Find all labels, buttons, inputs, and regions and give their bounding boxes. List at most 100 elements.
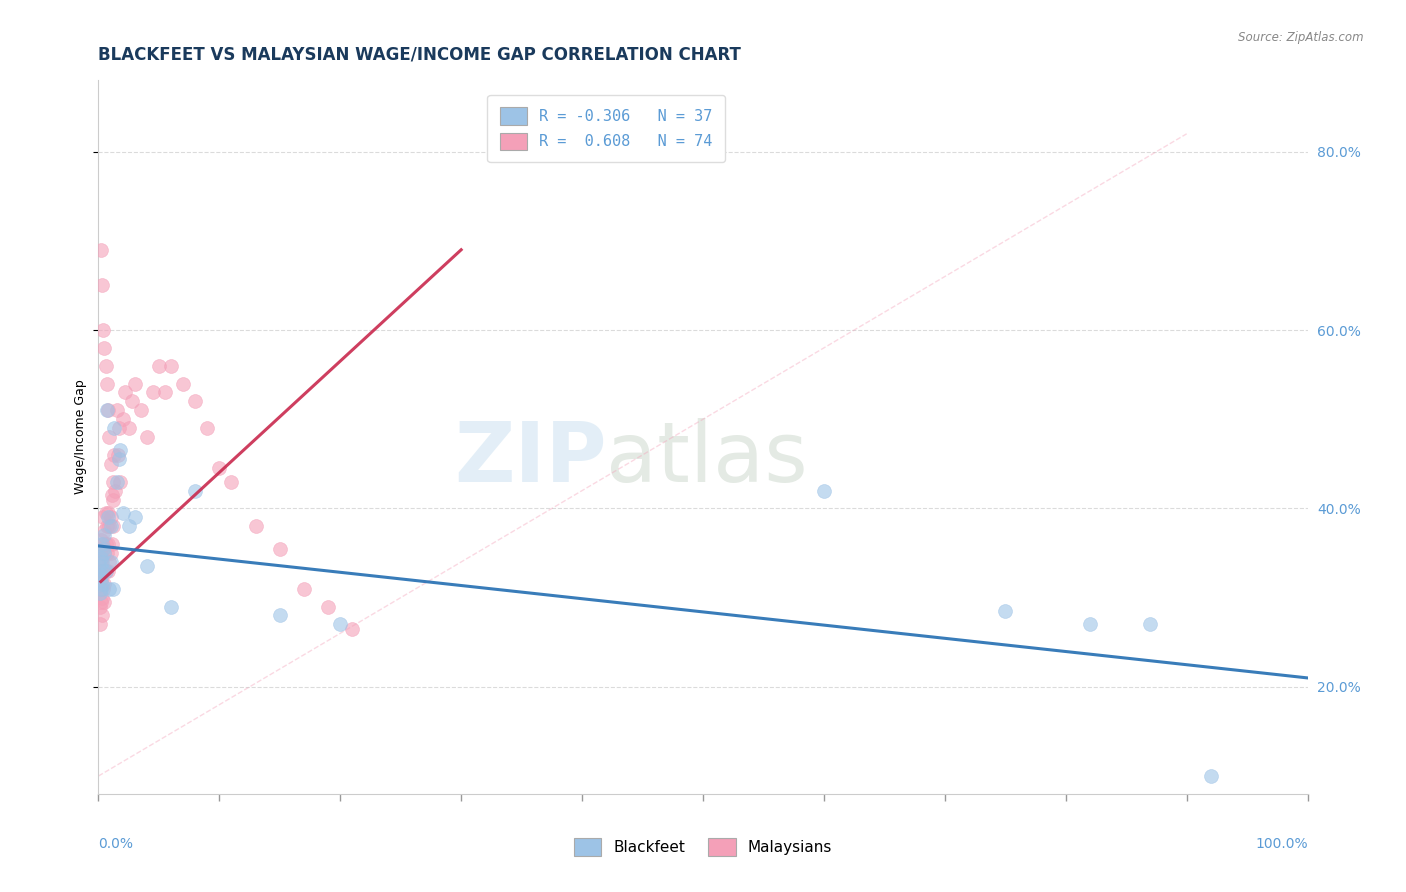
Point [89,617,111,632]
Point [184,483,207,498]
Point [91,591,114,605]
Point [105,403,128,417]
Point [93,341,115,355]
Point [97,510,120,524]
Point [103,421,125,435]
Point [111,412,134,426]
Point [148,359,170,373]
Point [172,376,194,391]
Point [89,559,111,574]
Point [93,546,115,560]
Point [994,604,1017,618]
Point [108,475,131,489]
Point [1078,617,1101,632]
Point [98,430,121,444]
Point [91,541,114,556]
Point [91,564,114,578]
Point [93,595,115,609]
Point [90,595,112,609]
Point [96,403,118,417]
Point [124,376,146,391]
Text: 100.0%: 100.0% [1256,837,1308,851]
Point [100,457,122,471]
Point [100,555,122,569]
Point [90,243,112,257]
Point [184,394,207,409]
Point [94,564,117,578]
Point [100,537,122,551]
Point [97,564,120,578]
Point [94,537,117,551]
Point [97,506,120,520]
Point [93,546,115,560]
Point [90,550,112,565]
Point [100,546,122,560]
Point [135,430,157,444]
Point [90,573,112,587]
Point [90,533,112,547]
Point [121,394,143,409]
Point [91,564,114,578]
Point [104,483,127,498]
Point [813,483,835,498]
Point [329,617,352,632]
Point [98,519,121,533]
Point [160,599,183,614]
Point [93,577,115,591]
Point [91,582,114,596]
Point [91,537,114,551]
Point [105,475,128,489]
Point [98,555,121,569]
Point [94,564,117,578]
Point [101,582,124,596]
Point [91,537,114,551]
Point [94,506,117,520]
Point [269,608,291,623]
Point [100,510,122,524]
Point [91,555,114,569]
Point [89,573,111,587]
Point [114,385,136,400]
Point [91,510,114,524]
Point [103,448,125,462]
Point [89,564,111,578]
Point [93,524,115,538]
Point [107,448,129,462]
Point [142,385,165,400]
Point [91,323,114,337]
Point [195,421,218,435]
Point [111,506,134,520]
Point [221,475,243,489]
Point [269,541,291,556]
Point [101,519,124,533]
Point [108,421,131,435]
Point [118,519,141,533]
Point [129,403,152,417]
Point [94,359,117,373]
Point [118,421,141,435]
Point [93,528,115,542]
Point [89,546,111,560]
Point [124,510,146,524]
Point [97,537,120,551]
Legend: R = -0.306   N = 37, R =  0.608   N = 74: R = -0.306 N = 37, R = 0.608 N = 74 [488,95,725,162]
Point [89,586,111,600]
Point [101,492,124,507]
Point [97,403,120,417]
Point [160,359,183,373]
Point [91,564,114,578]
Text: atlas: atlas [606,418,808,499]
Text: 0.0%: 0.0% [98,837,134,851]
Text: ZIP: ZIP [454,418,606,499]
Point [292,582,315,596]
Point [100,488,122,502]
Point [91,278,114,293]
Point [96,519,118,533]
Point [90,568,112,582]
Point [91,550,114,565]
Point [1199,769,1222,783]
Point [108,443,131,458]
Point [245,519,267,533]
Point [100,519,122,533]
Point [90,582,112,596]
